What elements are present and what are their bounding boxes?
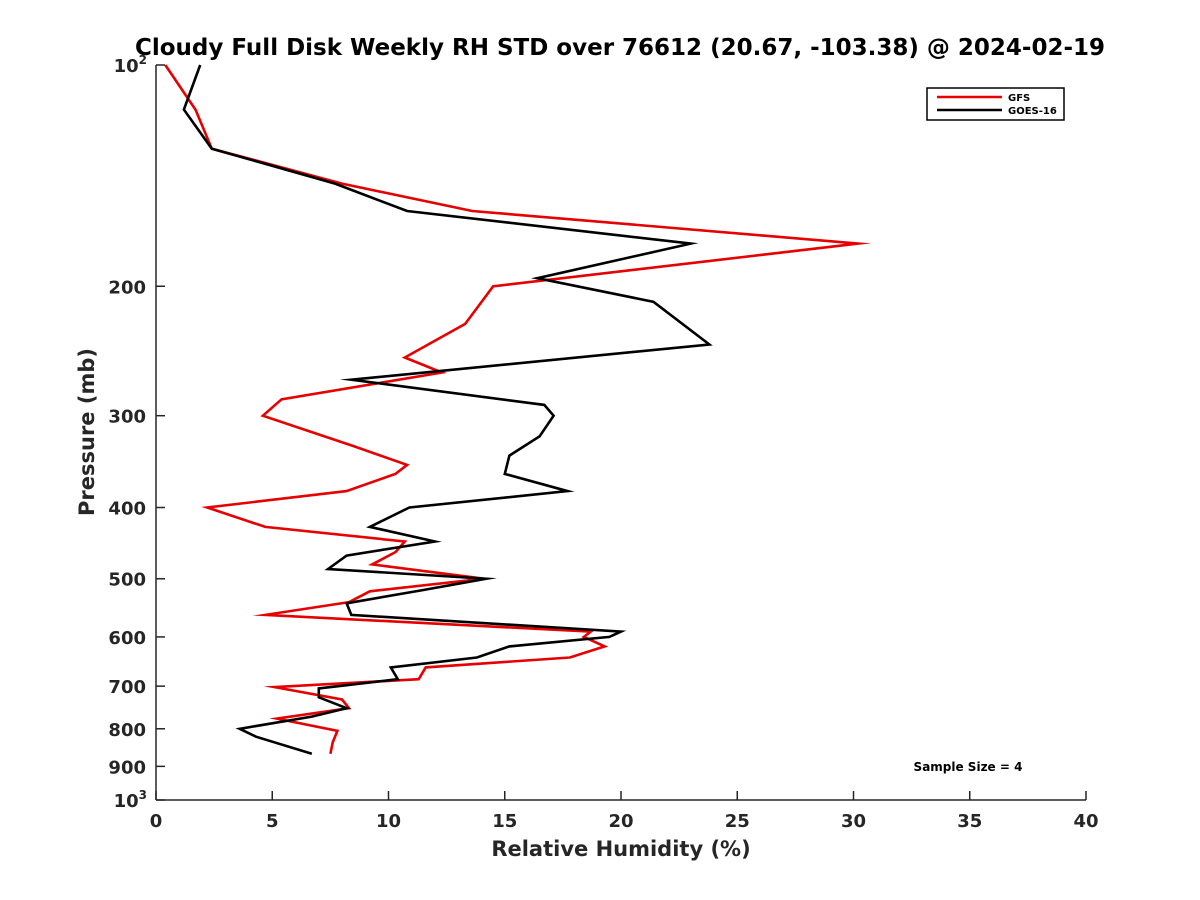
y-tick-label: 400 — [108, 499, 146, 520]
x-tick-label: 0 — [150, 811, 163, 832]
x-tick-label: 35 — [957, 811, 982, 832]
y-tick-base: 10 — [114, 56, 139, 77]
x-tick-label: 25 — [725, 811, 750, 832]
x-tick-label: 40 — [1073, 811, 1098, 832]
y-axis-label: Pressure (mb) — [75, 348, 99, 516]
y-tick-label: 600 — [108, 628, 146, 649]
x-tick-label: 10 — [376, 811, 401, 832]
y-tick-label: 300 — [108, 407, 146, 428]
legend-label-gfs: GFS — [1008, 93, 1030, 104]
y-tick-base: 10 — [114, 791, 139, 812]
x-tick-label: 15 — [492, 811, 517, 832]
series-layer — [164, 64, 872, 755]
y-tick-label: 102 — [114, 53, 147, 77]
legend-label-goes16: GOES-16 — [1008, 106, 1057, 117]
y-tick-label: 800 — [108, 720, 146, 741]
x-axis-label: Relative Humidity (%) — [491, 837, 750, 861]
x-tick-label: 20 — [608, 811, 633, 832]
series-line-goes16 — [182, 64, 713, 755]
y-tick-label: 200 — [108, 277, 146, 298]
y-tick-label: 900 — [108, 757, 146, 778]
y-tick-label: 700 — [108, 677, 146, 698]
y-tick-exponent: 3 — [139, 788, 147, 802]
y-tick-exponent: 2 — [139, 53, 147, 67]
legend: GFS GOES-16 — [926, 87, 1065, 121]
legend-box — [926, 87, 1065, 121]
y-tick-label: 500 — [108, 570, 146, 591]
y-tick-label: 103 — [114, 788, 147, 812]
chart-title: Cloudy Full Disk Weekly RH STD over 7661… — [135, 35, 1105, 61]
x-tick-label: 5 — [266, 811, 279, 832]
sample-size-annotation: Sample Size = 4 — [914, 760, 1023, 774]
x-ticks: 0 5 10 15 20 25 30 35 40 — [150, 791, 1099, 832]
x-tick-label: 30 — [841, 811, 866, 832]
